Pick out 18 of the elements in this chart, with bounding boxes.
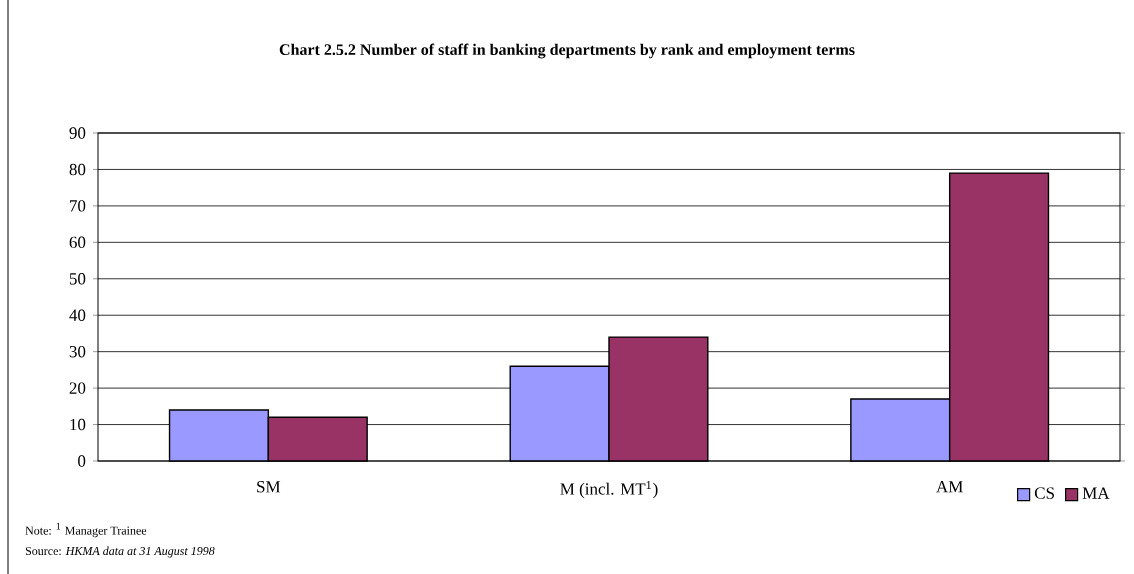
legend-label: MA <box>1082 487 1110 499</box>
y-tick-label: 80 <box>69 163 86 176</box>
x-tick-label: SM <box>257 481 281 493</box>
y-tick-label: 30 <box>69 345 86 358</box>
x-tick-label: AM <box>936 481 963 493</box>
y-tick-label: 60 <box>69 236 86 249</box>
legend-label: CS <box>1034 487 1054 499</box>
y-tick-label: 10 <box>70 418 86 431</box>
chart-title: Chart 2.5.2 Number of staff in banking departments by rank and employment terms <box>279 43 855 59</box>
y-tick-label: 90 <box>69 127 86 139</box>
y-tick-label: 50 <box>69 273 86 285</box>
y-tick-label: 70 <box>70 200 86 212</box>
text: Note: $^{1}$ Manager Trainee <box>25 522 147 538</box>
x-tick-label: M (incl. MT$^{1}$) <box>560 481 658 499</box>
y-tick-label: 0 <box>78 455 86 467</box>
y-tick-label: 40 <box>69 309 86 321</box>
y-tick-label: 20 <box>69 382 86 394</box>
source-note: Source: HKMA data at 31 August 1998 <box>25 546 215 558</box>
